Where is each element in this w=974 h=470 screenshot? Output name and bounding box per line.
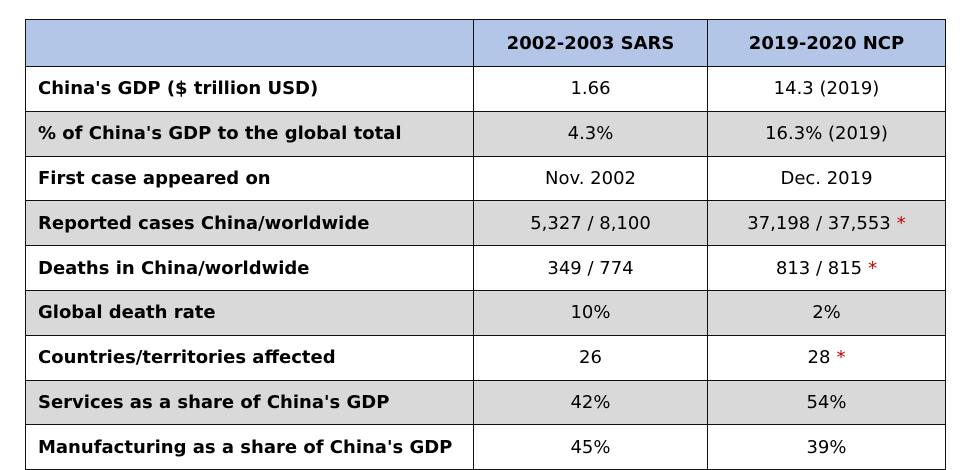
ncp-value: 28 [807, 347, 831, 369]
sars-value: 42% [473, 379, 708, 426]
row-label: Reported cases China/worldwide [25, 200, 474, 247]
ncp-cell: 54% [707, 379, 946, 426]
footnote-asterisk: * [896, 212, 906, 234]
header-corner-cell [25, 19, 474, 67]
table-row: First case appeared on Nov. 2002 Dec. 20… [25, 155, 946, 202]
ncp-cell: 2% [707, 289, 946, 336]
ncp-cell: 14.3 (2019) [707, 66, 946, 112]
sars-value: 349 / 774 [473, 245, 708, 291]
ncp-value: 37,198 / 37,553 [747, 212, 891, 234]
row-label: Deaths in China/worldwide [25, 245, 474, 291]
table-header: 2002-2003 SARS 2019-2020 NCP [25, 19, 946, 67]
ncp-cell: 16.3% (2019) [707, 110, 946, 157]
ncp-cell: 813 / 815 * [707, 245, 946, 291]
ncp-value: 813 / 815 [775, 257, 863, 279]
header-row: 2002-2003 SARS 2019-2020 NCP [25, 19, 946, 67]
table-row: Manufacturing as a share of China's GDP … [25, 424, 946, 470]
ncp-value: 39% [806, 436, 847, 458]
ncp-cell: 39% [707, 424, 946, 470]
row-label: Manufacturing as a share of China's GDP [25, 424, 474, 470]
ncp-value: 16.3% (2019) [765, 123, 888, 145]
row-label: Countries/territories affected [25, 334, 474, 381]
sars-value: 4.3% [473, 110, 708, 157]
ncp-cell: 28 * [707, 334, 946, 381]
table-row: Countries/territories affected 26 28 * [25, 334, 946, 381]
sars-value: 26 [473, 334, 708, 381]
sars-vs-ncp-comparison-table: 2002-2003 SARS 2019-2020 NCP China's GDP… [25, 19, 946, 470]
table-body: China's GDP ($ trillion USD) 1.66 14.3 (… [25, 66, 946, 470]
row-label: China's GDP ($ trillion USD) [25, 66, 474, 112]
header-sars: 2002-2003 SARS [473, 19, 708, 67]
row-label: Services as a share of China's GDP [25, 379, 474, 426]
sars-value: 1.66 [473, 66, 708, 112]
ncp-cell: Dec. 2019 [707, 155, 946, 202]
table-row: Services as a share of China's GDP 42% 5… [25, 379, 946, 426]
ncp-value: 2% [812, 302, 841, 324]
footnote-asterisk: * [836, 347, 846, 369]
sars-value: 10% [473, 289, 708, 336]
ncp-cell: 37,198 / 37,553 * [707, 200, 946, 247]
row-label: First case appeared on [25, 155, 474, 202]
ncp-value: 54% [806, 391, 847, 413]
header-ncp: 2019-2020 NCP [707, 19, 946, 67]
sars-value: 45% [473, 424, 708, 470]
table-row: Deaths in China/worldwide 349 / 774 813 … [25, 245, 946, 291]
row-label: % of China's GDP to the global total [25, 110, 474, 157]
table-row: Reported cases China/worldwide 5,327 / 8… [25, 200, 946, 247]
table-row: Global death rate 10% 2% [25, 289, 946, 336]
table-row: % of China's GDP to the global total 4.3… [25, 110, 946, 157]
row-label: Global death rate [25, 289, 474, 336]
footnote-asterisk: * [868, 257, 878, 279]
ncp-value: Dec. 2019 [780, 167, 873, 189]
table-row: China's GDP ($ trillion USD) 1.66 14.3 (… [25, 66, 946, 112]
sars-value: 5,327 / 8,100 [473, 200, 708, 247]
sars-value: Nov. 2002 [473, 155, 708, 202]
ncp-value: 14.3 (2019) [773, 78, 880, 100]
